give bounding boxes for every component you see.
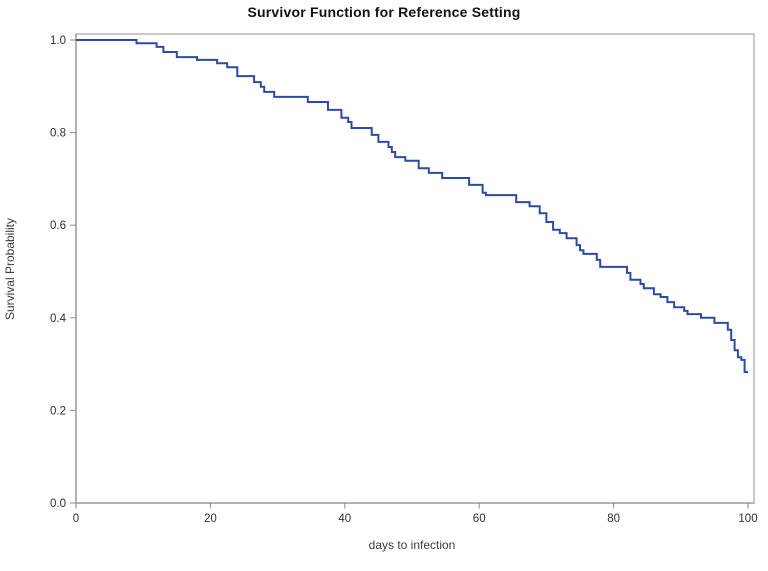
y-tick-label: 1.0 (50, 35, 66, 47)
survival-curve (76, 39, 748, 373)
y-tick-label: 0.6 (50, 220, 66, 232)
y-tick-label: 0.4 (50, 313, 67, 325)
y-tick-label: 0.2 (50, 405, 66, 417)
y-axis-label: Survival Probability (3, 217, 17, 321)
y-tick-label: 0.8 (50, 128, 66, 140)
chart-title: Survivor Function for Reference Setting (247, 4, 521, 20)
x-tick-label: 20 (204, 513, 217, 525)
plot-frame (75, 33, 755, 504)
x-tick-label: 60 (473, 513, 486, 525)
x-tick-label: 80 (607, 513, 620, 525)
y-tick-label: 0.0 (50, 498, 66, 510)
x-tick-label: 40 (338, 513, 351, 525)
x-tick-label: 100 (738, 513, 757, 525)
x-axis-label: days to infection (368, 538, 456, 552)
x-tick-label: 0 (73, 513, 79, 525)
